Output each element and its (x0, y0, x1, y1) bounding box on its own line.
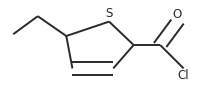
Text: S: S (105, 7, 113, 20)
Text: Cl: Cl (178, 69, 189, 82)
Text: O: O (173, 8, 182, 21)
